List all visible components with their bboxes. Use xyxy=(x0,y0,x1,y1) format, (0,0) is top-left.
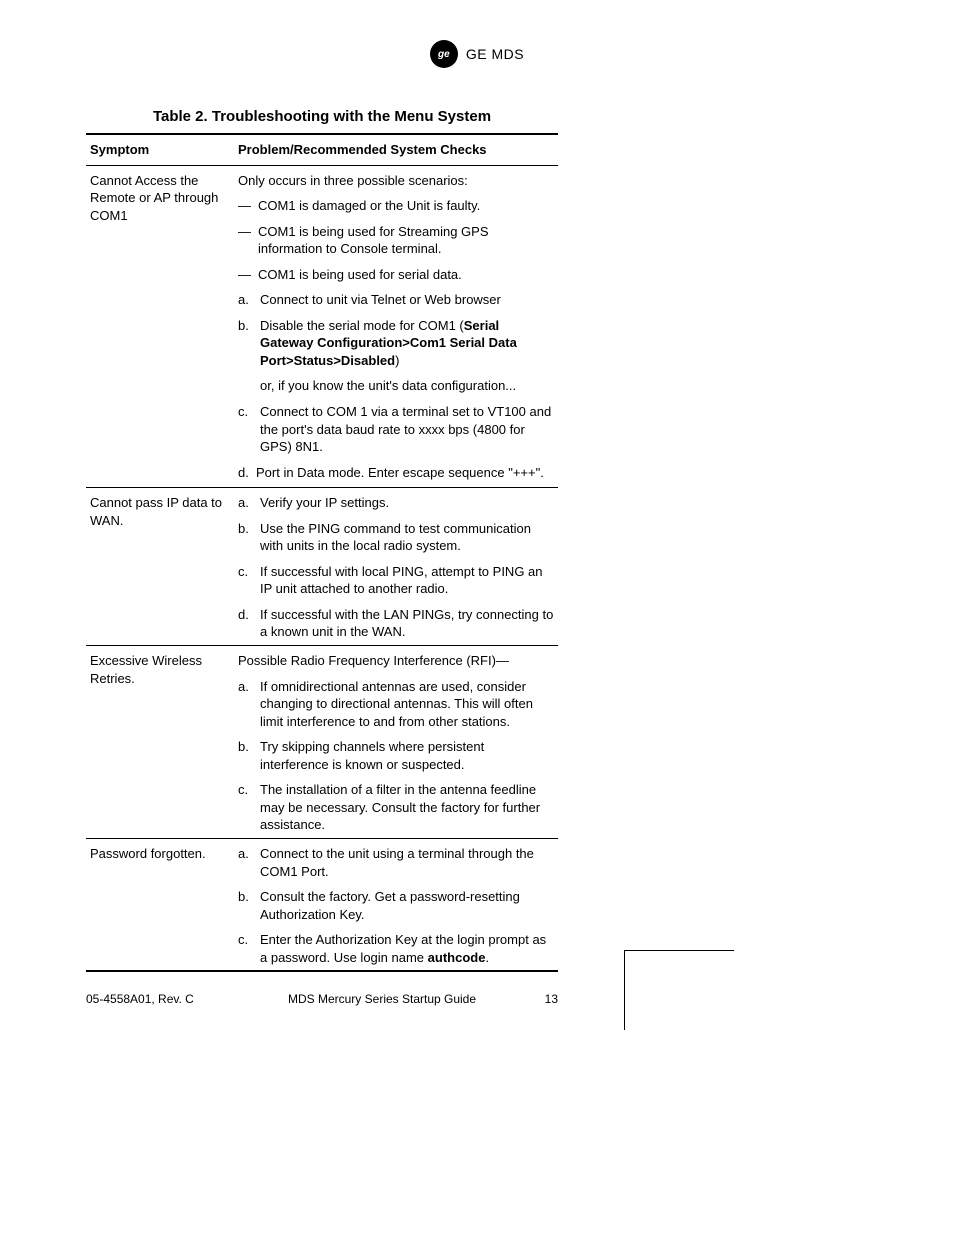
letter-mark: a. xyxy=(238,494,260,512)
logo-text: GE MDS xyxy=(466,46,524,62)
dash-item: —COM1 is being used for serial data. xyxy=(238,266,554,284)
dash-item: —COM1 is being used for Streaming GPS in… xyxy=(238,223,554,258)
table-row: Cannot pass IP data to WAN. a.Verify you… xyxy=(86,488,558,646)
letter-text: Use the PING command to test communicati… xyxy=(260,520,554,555)
letter-item: d.Port in Data mode. Enter escape sequen… xyxy=(238,464,554,482)
ge-monogram-icon: ge xyxy=(430,40,458,68)
letter-text: Connect to the unit using a terminal thr… xyxy=(260,845,554,880)
letter-item: c.The installation of a filter in the an… xyxy=(238,781,554,834)
letter-mark: b. xyxy=(238,317,260,370)
letter-item: b.Consult the factory. Get a password-re… xyxy=(238,888,554,923)
dash-mark: — xyxy=(238,197,258,215)
letter-text: Verify your IP settings. xyxy=(260,494,554,512)
letter-mark: c. xyxy=(238,931,260,966)
dash-text: COM1 is damaged or the Unit is faulty. xyxy=(258,197,554,215)
header-logo-row: ge GE MDS xyxy=(0,40,954,68)
table-row: Cannot Access the Remote or AP through C… xyxy=(86,165,558,488)
checks-cell: a.Connect to the unit using a terminal t… xyxy=(234,838,558,971)
intro-text: Possible Radio Frequency Interference (R… xyxy=(238,652,554,670)
letter-text: The installation of a filter in the ante… xyxy=(260,781,554,834)
letter-item: a.Connect to unit via Telnet or Web brow… xyxy=(238,291,554,309)
letter-mark: a. xyxy=(238,678,260,731)
letter-text: Connect to COM 1 via a terminal set to V… xyxy=(260,403,554,456)
letter-mark: c. xyxy=(238,563,260,598)
footer-page-number: 13 xyxy=(498,992,558,1006)
letter-text: Consult the factory. Get a password-rese… xyxy=(260,888,554,923)
note-text: or, if you know the unit's data configur… xyxy=(260,377,554,395)
letter-mark: a. xyxy=(238,845,260,880)
letter-text: Try skipping channels where persistent i… xyxy=(260,738,554,773)
dash-mark: — xyxy=(238,266,258,284)
letter-item: d.If successful with the LAN PINGs, try … xyxy=(238,606,554,641)
symptom-cell: Excessive Wireless Retries. xyxy=(86,646,234,839)
letter-item: b.Use the PING command to test communica… xyxy=(238,520,554,555)
intro-text: Only occurs in three possible scenarios: xyxy=(238,172,554,190)
crop-marks xyxy=(624,950,734,1030)
letter-item: a.If omnidirectional antennas are used, … xyxy=(238,678,554,731)
checks-cell: Possible Radio Frequency Interference (R… xyxy=(234,646,558,839)
page-footer: 05-4558A01, Rev. C MDS Mercury Series St… xyxy=(86,992,558,1006)
letter-text: If omnidirectional antennas are used, co… xyxy=(260,678,554,731)
symptom-cell: Cannot pass IP data to WAN. xyxy=(86,488,234,646)
letter-mark: a. xyxy=(238,291,260,309)
letter-mark: c. xyxy=(238,403,260,456)
letter-item: c.If successful with local PING, attempt… xyxy=(238,563,554,598)
header-checks: Problem/Recommended System Checks xyxy=(234,134,558,165)
crop-mark-vertical xyxy=(624,950,625,1030)
letter-mark: d. xyxy=(238,464,256,482)
troubleshooting-table: Symptom Problem/Recommended System Check… xyxy=(86,133,558,972)
letter-mark: b. xyxy=(238,520,260,555)
letter-item: c.Connect to COM 1 via a terminal set to… xyxy=(238,403,554,456)
footer-revision: 05-4558A01, Rev. C xyxy=(86,992,266,1006)
dash-item: —COM1 is damaged or the Unit is faulty. xyxy=(238,197,554,215)
letter-text: Connect to unit via Telnet or Web browse… xyxy=(260,291,554,309)
letter-text: If successful with local PING, attempt t… xyxy=(260,563,554,598)
letter-item: a.Connect to the unit using a terminal t… xyxy=(238,845,554,880)
footer-title: MDS Mercury Series Startup Guide xyxy=(266,992,498,1006)
letter-text: Disable the serial mode for COM1 (Serial… xyxy=(260,317,554,370)
crop-mark-horizontal xyxy=(624,950,734,951)
dash-text: COM1 is being used for Streaming GPS inf… xyxy=(258,223,554,258)
letter-item: b.Try skipping channels where persistent… xyxy=(238,738,554,773)
letter-item: b.Disable the serial mode for COM1 (Seri… xyxy=(238,317,554,370)
letter-mark: b. xyxy=(238,738,260,773)
ge-mds-logo: ge GE MDS xyxy=(430,40,524,68)
checks-cell: Only occurs in three possible scenarios:… xyxy=(234,165,558,488)
checks-cell: a.Verify your IP settings. b.Use the PIN… xyxy=(234,488,558,646)
table-row: Password forgotten. a.Connect to the uni… xyxy=(86,838,558,971)
dash-mark: — xyxy=(238,223,258,258)
table-row: Excessive Wireless Retries. Possible Rad… xyxy=(86,646,558,839)
letter-mark: b. xyxy=(238,888,260,923)
letter-mark: d. xyxy=(238,606,260,641)
letter-item: a.Verify your IP settings. xyxy=(238,494,554,512)
letter-text: Enter the Authorization Key at the login… xyxy=(260,931,554,966)
note-item: or, if you know the unit's data configur… xyxy=(238,377,554,395)
letter-text: Port in Data mode. Enter escape sequence… xyxy=(256,464,554,482)
letter-mark: c. xyxy=(238,781,260,834)
letter-text: If successful with the LAN PINGs, try co… xyxy=(260,606,554,641)
symptom-cell: Password forgotten. xyxy=(86,838,234,971)
letter-item: c.Enter the Authorization Key at the log… xyxy=(238,931,554,966)
header-symptom: Symptom xyxy=(86,134,234,165)
table-title: Table 2. Troubleshooting with the Menu S… xyxy=(86,108,558,125)
symptom-cell: Cannot Access the Remote or AP through C… xyxy=(86,165,234,488)
dash-text: COM1 is being used for serial data. xyxy=(258,266,554,284)
